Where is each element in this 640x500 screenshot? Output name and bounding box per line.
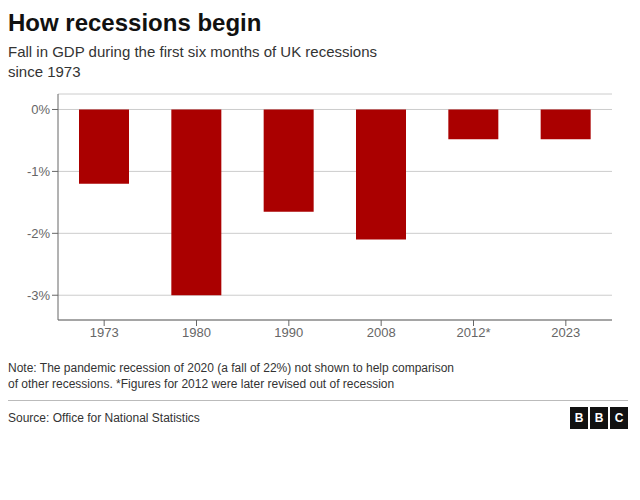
svg-text:2023: 2023	[551, 325, 580, 340]
html-text:How recessions begin: How recessions begin	[8, 9, 262, 36]
svg-text:1973: 1973	[90, 325, 119, 340]
html-text:Fall in GDP during the first s: Fall in GDP during the first six months …	[8, 43, 377, 80]
html-text:Note: The pandemic recession o: Note: The pandemic recession of 2020 (a …	[8, 361, 454, 391]
svg-text:0%: 0%	[31, 102, 50, 117]
svg-text:1990: 1990	[274, 325, 303, 340]
svg-text:-1%: -1%	[27, 164, 51, 179]
svg-text:-2%: -2%	[27, 226, 51, 241]
html-text:B: B	[594, 411, 604, 425]
html-text:B: B	[574, 411, 584, 425]
svg-text:1980: 1980	[182, 325, 211, 340]
html-text:Source: Office for National St: Source: Office for National Statistics	[8, 411, 200, 425]
html-text:C: C	[614, 411, 624, 425]
svg-text:2008: 2008	[367, 325, 396, 340]
svg-text:-3%: -3%	[27, 288, 51, 303]
svg-text:2012*: 2012*	[457, 325, 491, 340]
